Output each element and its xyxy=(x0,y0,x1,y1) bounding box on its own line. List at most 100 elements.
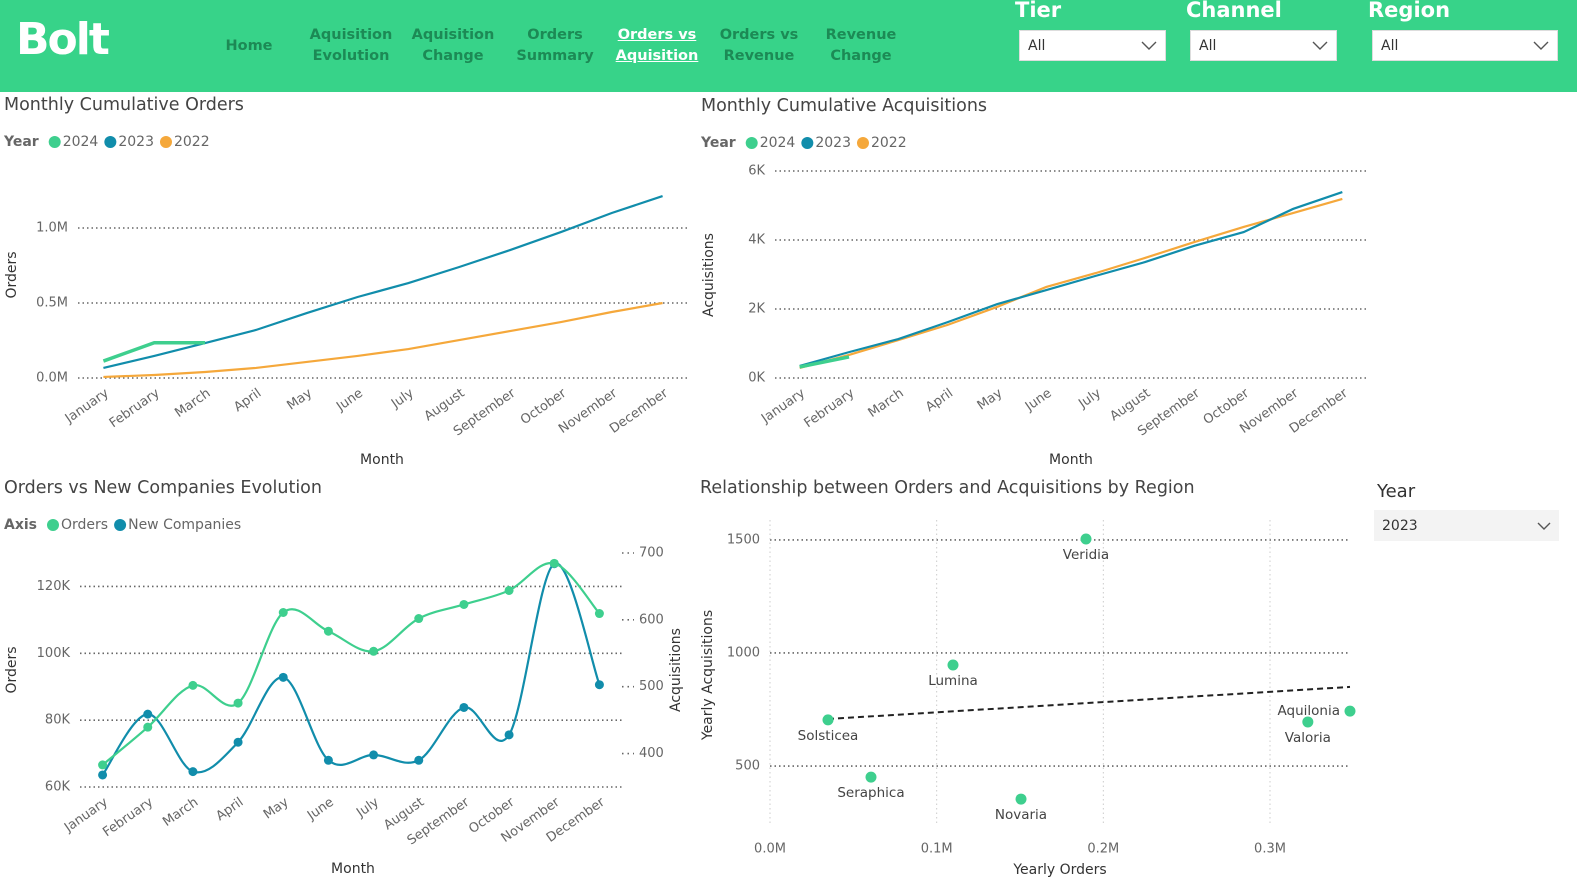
filter-dropdown[interactable]: All xyxy=(1019,30,1166,61)
legend-swatch xyxy=(47,519,59,531)
x-tick-label: July xyxy=(353,795,382,821)
x-tick-label: May xyxy=(284,386,315,414)
point-label: Aquilonia xyxy=(1278,703,1340,719)
series-marker xyxy=(233,698,243,708)
y-tick-label: 2K xyxy=(748,302,765,317)
filter-value: All xyxy=(1199,37,1217,54)
y-tick-label: 0.5M xyxy=(36,296,68,311)
y2-tick-label: 600 xyxy=(639,612,664,627)
legend-swatch xyxy=(856,137,869,149)
x-tick-label: February xyxy=(802,386,858,432)
nav-item[interactable]: Orders Summary xyxy=(516,27,594,64)
x-tick-label: 0.0M xyxy=(754,842,786,857)
series-marker xyxy=(459,599,469,609)
series-line xyxy=(101,562,601,766)
series-line xyxy=(102,341,206,363)
scatter-point xyxy=(822,714,834,726)
y-tick-label: 0.0M xyxy=(36,371,68,386)
chart-title: Monthly Cumulative Acquisitions xyxy=(701,96,987,116)
series-marker xyxy=(594,609,604,619)
x-tick-label: August xyxy=(422,386,468,424)
x-tick-label: July xyxy=(388,386,417,412)
scatter-point xyxy=(1080,533,1092,545)
filter-value: All xyxy=(1381,37,1399,54)
x-tick-label: 0.1M xyxy=(921,842,953,857)
y-tick-label: 1500 xyxy=(727,532,760,547)
series-line xyxy=(799,197,1343,370)
x-tick-label: March xyxy=(160,795,201,830)
legend-label: 2024 xyxy=(760,135,796,151)
series-marker xyxy=(188,767,198,777)
x-tick-label: March xyxy=(866,386,907,421)
point-label: Novaria xyxy=(995,807,1047,823)
logo: Bolt xyxy=(16,14,110,65)
slicer-value: 2023 xyxy=(1382,517,1418,534)
nav-item[interactable]: Home xyxy=(225,37,273,54)
nav-item[interactable]: Revenue Change xyxy=(825,27,897,64)
legend-label: Orders xyxy=(61,517,108,533)
x-tick-label: June xyxy=(1022,386,1055,415)
x-axis-title: Month xyxy=(331,861,375,877)
filter-label: Tier xyxy=(1015,0,1062,22)
filter-dropdown[interactable]: All xyxy=(1372,30,1558,61)
series-marker xyxy=(594,680,604,690)
series-marker xyxy=(459,702,469,712)
series-marker xyxy=(233,737,243,747)
chevron xyxy=(1141,41,1157,50)
x-tick-label: March xyxy=(172,386,213,421)
year-slicer: Year 2023 xyxy=(1374,481,1559,541)
x-axis-title: Yearly Orders xyxy=(1012,862,1106,878)
legend-title: Year xyxy=(3,134,39,150)
series-line xyxy=(103,301,663,379)
chart-title: Monthly Cumulative Orders xyxy=(4,95,244,115)
filter-dropdown[interactable]: All xyxy=(1190,30,1337,61)
legend-swatch xyxy=(114,519,127,531)
slicer-dropdown[interactable]: 2023 xyxy=(1374,510,1559,541)
x-tick-label: December xyxy=(607,385,671,436)
legend-title: Year xyxy=(700,135,736,151)
x-tick-label: April xyxy=(923,386,956,415)
series-marker xyxy=(143,709,153,719)
x-tick-label: February xyxy=(100,795,156,841)
legend-label: 2024 xyxy=(63,134,99,150)
legend-swatch xyxy=(48,136,61,148)
legend-swatch xyxy=(104,136,117,148)
filter-label: Region xyxy=(1368,0,1451,22)
nav: Home Aquisition Evolution Aquisition Chang… xyxy=(198,0,912,92)
y2-axis-title: Acquisitions xyxy=(668,628,684,712)
legend-swatch xyxy=(159,136,172,148)
nav-item[interactable]: Orders vs Aquisition xyxy=(615,27,699,64)
y2-tick-label: 500 xyxy=(639,679,664,694)
x-tick-label: April xyxy=(231,386,264,415)
filter-label: Channel xyxy=(1186,0,1282,22)
nav-item[interactable]: Orders vs Revenue xyxy=(719,27,799,64)
point-label: Veridia xyxy=(1063,547,1109,563)
filter: Tier All xyxy=(1015,0,1166,61)
scatter-point xyxy=(865,771,877,783)
legend-label: 2023 xyxy=(815,135,851,151)
scatter-point xyxy=(1344,705,1356,717)
legend-title: Axis xyxy=(4,517,37,533)
scatter-point xyxy=(947,659,959,671)
nav-item[interactable]: Aquisition Evolution xyxy=(309,27,393,64)
y-tick-label: 80K xyxy=(45,713,71,728)
x-tick-label: May xyxy=(261,795,292,823)
legend-swatch xyxy=(745,137,758,149)
x-tick-label: 0.2M xyxy=(1087,842,1119,857)
series-marker xyxy=(549,558,559,568)
x-tick-label: May xyxy=(975,386,1006,414)
y-axis-title: Acquisitions xyxy=(701,233,717,317)
series-line xyxy=(101,562,601,776)
chevron xyxy=(1537,522,1551,530)
nav-item[interactable]: Aquisition Change xyxy=(411,27,495,64)
x-axis-title: Month xyxy=(360,452,404,468)
series-marker xyxy=(98,770,108,780)
legend-swatch xyxy=(801,137,814,149)
chart-title: Orders vs New Companies Evolution xyxy=(4,478,322,498)
scatter-point xyxy=(1015,793,1027,805)
series-marker xyxy=(188,680,198,690)
point-label: Seraphica xyxy=(837,785,904,801)
point-label: Solsticea xyxy=(798,728,859,744)
